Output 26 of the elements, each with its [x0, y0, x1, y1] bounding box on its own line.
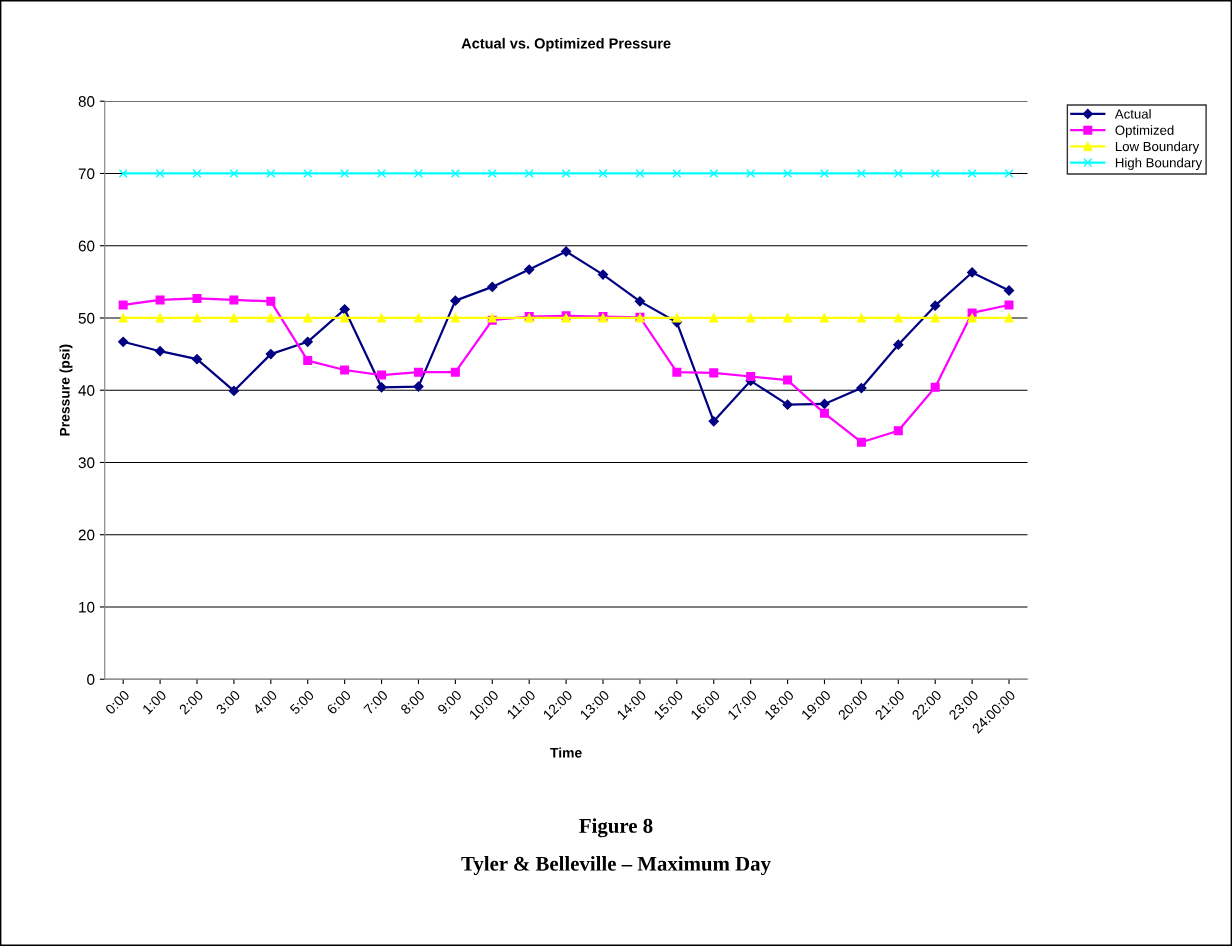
x-tick-label: 5:00 [289, 689, 315, 715]
x-tick-label: 6:00 [326, 689, 352, 715]
legend-label: Low Boundary [1115, 141, 1200, 154]
x-tick-label: 7:00 [363, 689, 389, 715]
legend-label: High Boundary [1115, 157, 1203, 171]
x-tick-label: 9:00 [436, 689, 463, 715]
y-tick-label: 60 [78, 240, 95, 252]
text: Tyler & Belleville – Maximum Day [461, 856, 771, 876]
x-tick-label: 4:00 [252, 689, 278, 716]
y-tick-label: 30 [78, 457, 95, 469]
chart-title: Actual vs. Optimized Pressure [461, 37, 671, 52]
y-tick-label: 80 [78, 96, 95, 107]
y-tick-label: 40 [78, 385, 95, 396]
caption: Figure 8 [579, 818, 653, 838]
x-axis-title: Time [550, 747, 582, 758]
x-tick-label: 8:00 [400, 689, 426, 715]
x-tick-label: 0:00 [104, 689, 131, 715]
legend-label: Actual [1114, 108, 1151, 119]
x-tick-label: 3:00 [215, 689, 241, 715]
y-tick-label: 10 [79, 601, 95, 613]
y-tick-label: 20 [78, 529, 95, 541]
y-tick-label: 0 [87, 674, 95, 685]
y-tick-label: 50 [78, 312, 95, 324]
y-axis-title: Pressure (psi) [59, 344, 73, 436]
legend-label: Optimized [1115, 125, 1174, 138]
y-tick-label: 70 [78, 168, 95, 180]
